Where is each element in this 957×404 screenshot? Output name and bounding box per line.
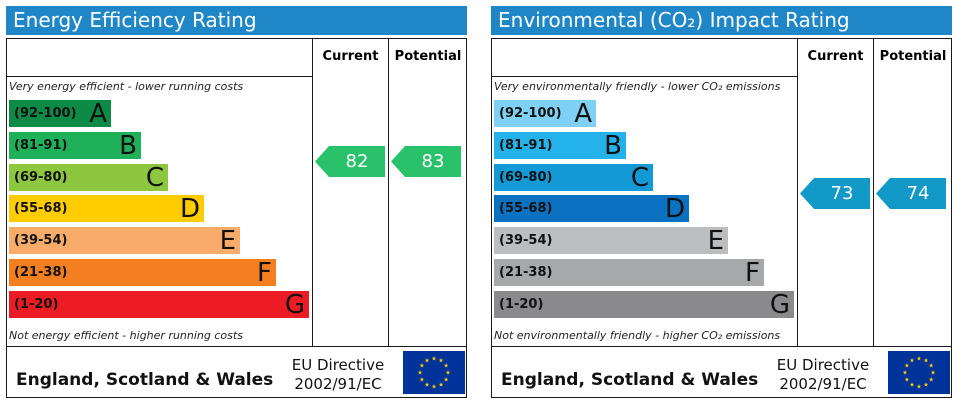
region-label: England, Scotland & Wales (16, 370, 274, 390)
note-top: Very energy efficient - lower running co… (9, 80, 244, 93)
divider (312, 38, 313, 347)
eu-directive-line2: 2002/91/EC (294, 375, 382, 393)
band-letter: B (119, 130, 137, 161)
eu-directive: EU Directive 2002/91/EC (280, 356, 396, 394)
band-range: (39-54) (499, 233, 553, 249)
band-range: (81-91) (499, 137, 553, 153)
potential-rating-arrow: 83 (391, 145, 461, 177)
band-g: (1-20) G (9, 289, 309, 320)
arrow-shape (876, 177, 946, 209)
band-a: (92-100) A (9, 99, 111, 129)
band-b: (81-91) B (494, 130, 626, 161)
column-header-potential: Potential (879, 49, 947, 64)
band-b: (81-91) B (9, 130, 141, 161)
eu-flag-icon (403, 351, 465, 394)
rating-value: 74 (906, 182, 930, 204)
band-range: (21-38) (499, 265, 553, 280)
column-header-current: Current (322, 49, 379, 64)
band-d: (55-68) D (9, 194, 204, 225)
arrow-shape (800, 177, 870, 209)
band-range: (92-100) (499, 106, 562, 121)
band-letter: G (284, 289, 305, 320)
band-range: (39-54) (14, 233, 68, 249)
note-top: Very environmentally friendly - lower CO… (494, 80, 781, 93)
eu-flag-icon (888, 351, 950, 394)
eu-directive-line1: EU Directive (776, 356, 870, 374)
divider (491, 76, 798, 77)
band-letter: C (630, 162, 649, 193)
chart-title: Environmental (CO₂) Impact Rating (491, 6, 952, 35)
band-range: (69-80) (14, 169, 68, 185)
band-c: (69-80) C (9, 162, 168, 193)
band-e: (39-54) E (9, 226, 240, 257)
band-letter: F (745, 258, 760, 288)
band-letter: D (664, 194, 685, 225)
chart-frame (491, 38, 952, 398)
environmental-impact-panel: Environmental (CO₂) Impact Rating Curren… (491, 6, 952, 398)
band-letter: F (257, 258, 272, 288)
chart-frame (6, 38, 467, 398)
divider (6, 346, 467, 347)
band-range: (55-68) (499, 201, 553, 217)
column-header-potential: Potential (394, 49, 462, 64)
band-range: (69-80) (499, 169, 553, 185)
divider (388, 38, 389, 347)
band-d: (55-68) D (494, 194, 689, 225)
region-label: England, Scotland & Wales (501, 370, 759, 390)
rating-value: 82 (345, 150, 369, 172)
note-bottom: Not energy efficient - higher running co… (9, 329, 243, 342)
chart-title: Energy Efficiency Rating (6, 6, 467, 35)
band-letter: E (707, 226, 724, 257)
band-range: (1-20) (499, 296, 544, 312)
band-range: (92-100) (14, 106, 77, 121)
band-letter: A (89, 99, 107, 129)
rating-value: 83 (421, 150, 445, 172)
current-rating-arrow: 73 (800, 177, 870, 209)
band-range: (55-68) (14, 201, 68, 217)
band-g: (1-20) G (494, 289, 794, 320)
band-letter: C (145, 162, 164, 193)
divider (873, 38, 874, 347)
current-rating-arrow: 82 (315, 145, 385, 177)
band-a: (92-100) A (494, 99, 596, 129)
band-range: (81-91) (14, 137, 68, 153)
eu-directive-line2: 2002/91/EC (779, 375, 867, 393)
arrow-shape (315, 145, 385, 177)
band-range: (1-20) (14, 296, 59, 312)
eu-directive-line1: EU Directive (291, 356, 385, 374)
band-range: (21-38) (14, 265, 68, 280)
divider (797, 38, 798, 347)
band-e: (39-54) E (494, 226, 728, 257)
eu-directive: EU Directive 2002/91/EC (765, 356, 881, 394)
potential-rating-arrow: 74 (876, 177, 946, 209)
divider (6, 76, 313, 77)
band-letter: D (179, 194, 200, 225)
band-letter: G (769, 289, 790, 320)
note-bottom: Not environmentally friendly - higher CO… (494, 329, 781, 342)
band-f: (21-38) F (9, 258, 276, 288)
band-letter: E (219, 226, 236, 257)
band-c: (69-80) C (494, 162, 653, 193)
arrow-shape (391, 145, 461, 177)
divider (491, 346, 952, 347)
band-f: (21-38) F (494, 258, 764, 288)
rating-value: 73 (830, 182, 854, 204)
band-letter: A (574, 99, 592, 129)
band-letter: B (604, 130, 622, 161)
energy-efficiency-panel: Energy Efficiency Rating Current Potenti… (6, 6, 467, 398)
column-header-current: Current (807, 49, 864, 64)
